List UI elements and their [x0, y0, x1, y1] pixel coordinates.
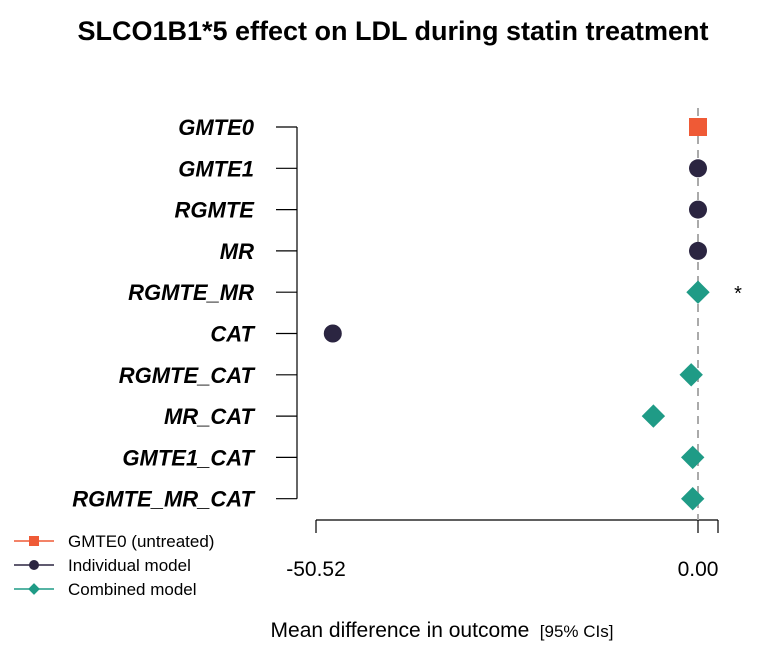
x-tick-label: 0.00: [678, 558, 719, 581]
category-label-rgmte: RGMTE: [175, 198, 256, 223]
annotations: *: [734, 283, 742, 305]
point-rgmte-mr-cat: [681, 487, 705, 511]
point-rgmte: [689, 200, 707, 219]
point-gmte1-cat: [681, 445, 705, 470]
legend-marker-square: [29, 536, 39, 546]
point-rgmte-cat: [679, 363, 703, 387]
point-gmte0: [689, 118, 707, 136]
point-cat: [323, 324, 342, 343]
category-label-rgmte-mr: RGMTE_MR: [128, 280, 254, 305]
category-label-cat: CAT: [210, 322, 255, 347]
category-label-gmte1: GMTE1: [178, 156, 254, 181]
data-points: [323, 118, 710, 511]
point-mr-cat: [641, 404, 666, 428]
legend-marker-circle: [29, 560, 39, 570]
point-mr: [689, 241, 707, 260]
category-labels: GMTE0 GMTE1 RGMTE MR RGMTE_MR CAT RGMTE_CAT MR_…: [72, 115, 255, 512]
legend-label: Combined model: [68, 580, 197, 599]
x-axis-ticks: -50.52 0.00: [286, 520, 719, 581]
category-label-gmte0: GMTE0: [178, 115, 255, 140]
legend-label: Individual model: [68, 556, 191, 575]
category-label-mr: MR: [220, 239, 254, 264]
x-tick-label: -50.52: [286, 558, 346, 581]
point-rgmte-mr: [686, 280, 710, 304]
category-label-rgmte-mr-cat: RGMTE_MR_CAT: [72, 487, 255, 512]
chart-title: SLCO1B1*5 effect on LDL during statin tr…: [77, 16, 708, 46]
category-label-gmte1-cat: GMTE1_CAT: [122, 445, 255, 470]
significance-annotation: *: [734, 283, 742, 305]
point-gmte1: [689, 159, 707, 178]
x-axis-label: Mean difference in outcome [95% CIs]: [271, 619, 614, 642]
category-label-mr-cat: MR_CAT: [164, 404, 256, 429]
category-label-rgmte-cat: RGMTE_CAT: [119, 363, 256, 388]
legend-marker-diamond: [28, 583, 40, 595]
legend-label: GMTE0 (untreated): [68, 532, 214, 551]
legend: GMTE0 (untreated) Individual model Combine…: [14, 532, 214, 599]
y-axis: [276, 126, 298, 500]
